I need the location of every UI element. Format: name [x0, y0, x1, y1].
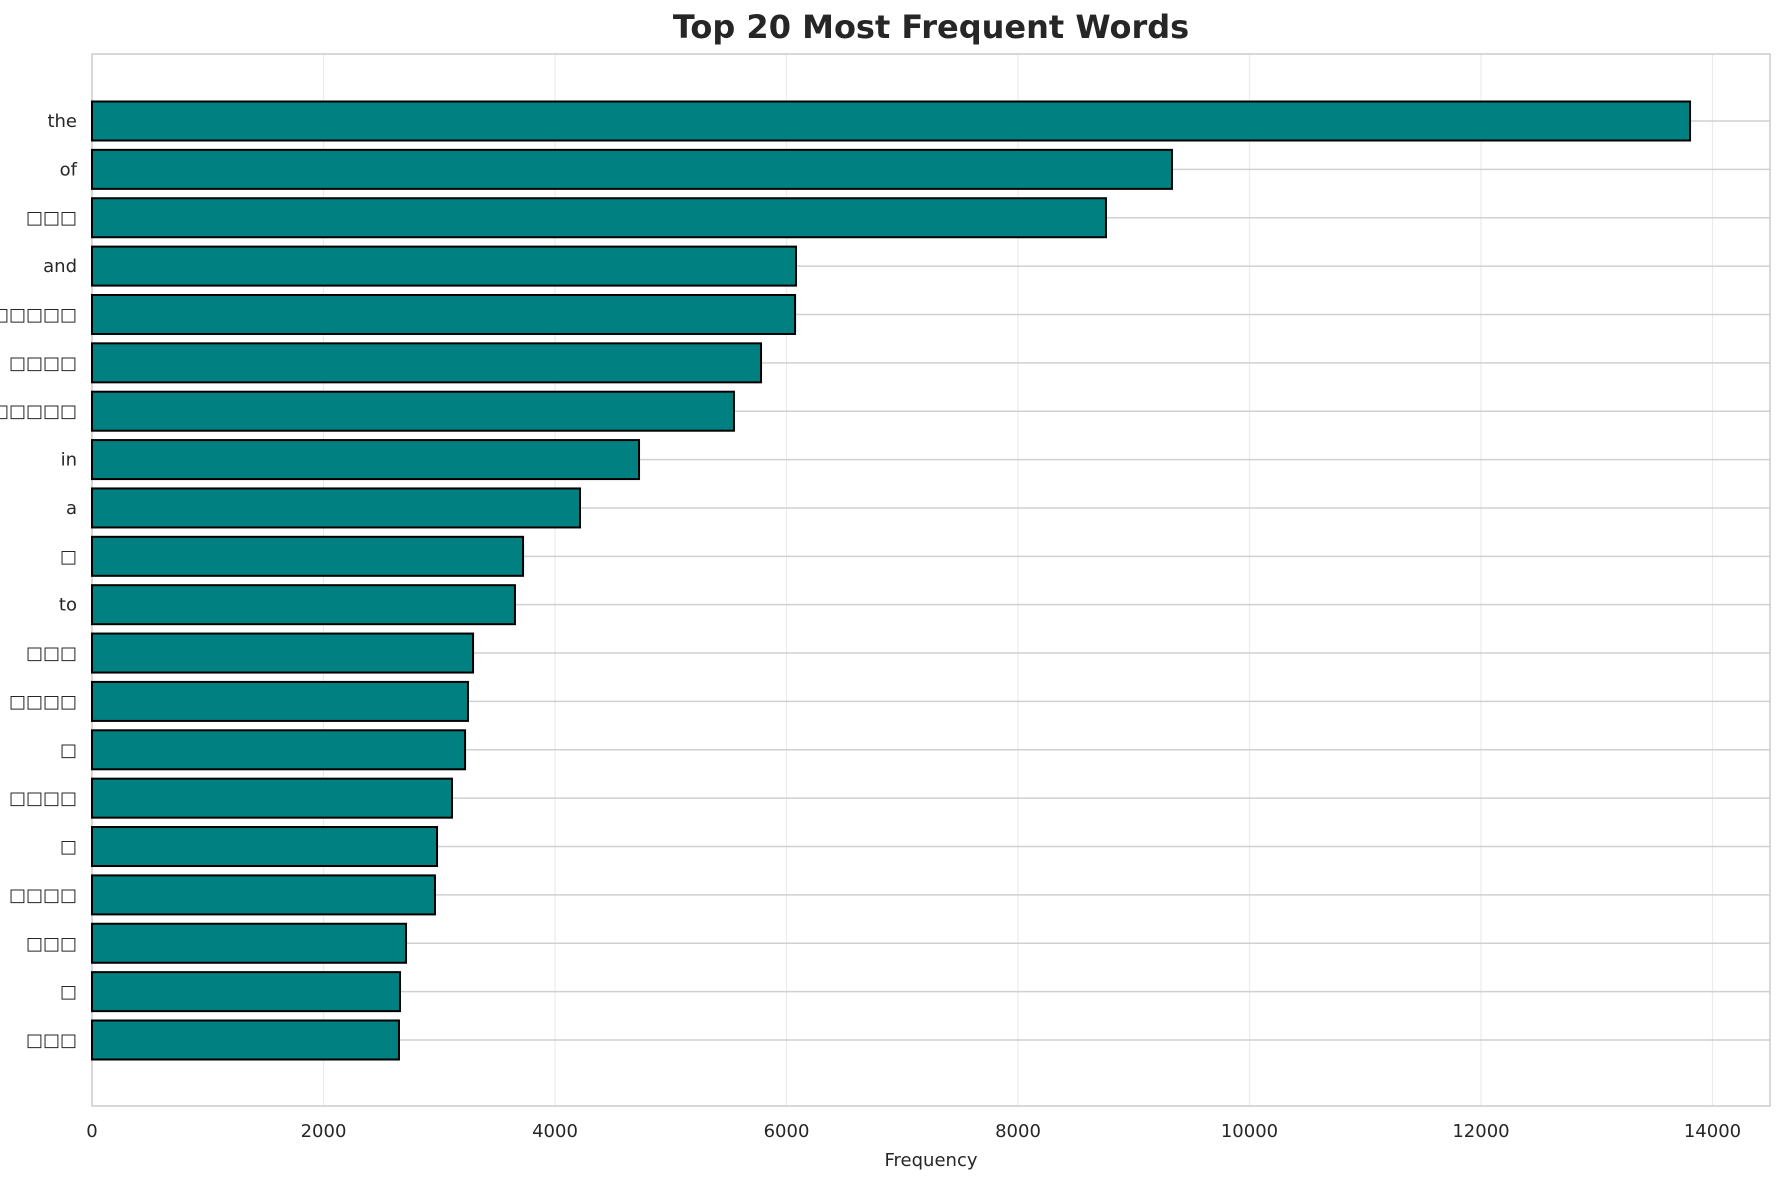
y-tick-label: □□□□: [9, 691, 77, 712]
y-tick-label: □: [60, 982, 77, 1003]
bar: [91, 148, 1173, 190]
bar: [91, 777, 453, 819]
bar: [91, 632, 475, 674]
y-tick-label: the: [47, 111, 77, 132]
bar: [91, 197, 1107, 239]
chart-title: Top 20 Most Frequent Words: [672, 8, 1190, 46]
y-tick-label: □□□: [26, 643, 77, 664]
y-tick-label: □: [60, 740, 77, 761]
x-tick-label: 6000: [764, 1121, 810, 1142]
bar: [91, 680, 469, 722]
y-tick-label: □□□□: [9, 788, 77, 809]
bar: [91, 439, 641, 481]
bar: [91, 826, 439, 868]
y-tick-label: □□□□: [9, 353, 77, 374]
axes-frame: [91, 53, 1771, 1107]
x-tick-label: 12000: [1452, 1121, 1509, 1142]
x-tick-labels: 0 2000 4000 6000 8000 10000 12000 14000: [86, 1121, 1741, 1142]
bar: [91, 535, 525, 577]
bar: [91, 1019, 400, 1061]
bar: [91, 971, 402, 1013]
bar: [91, 390, 735, 432]
y-tick-labels: theof□□□and□□□□□□□□□□□□□□ina□to□□□□□□□□□…: [0, 111, 78, 1051]
x-tick-label: 4000: [532, 1121, 578, 1142]
y-tick-label: □□□□□: [0, 401, 77, 422]
y-tick-label: □□□□: [9, 885, 77, 906]
y-tick-label: in: [61, 450, 77, 471]
bar: [91, 874, 436, 916]
bar: [91, 100, 1692, 142]
y-tick-label: a: [66, 498, 77, 519]
y-tick-label: of: [60, 159, 78, 180]
y-tick-label: □: [60, 546, 77, 567]
bar: [91, 245, 797, 287]
y-tick-label: and: [43, 256, 77, 277]
x-tick-label: 0: [86, 1121, 97, 1142]
bar: [91, 584, 516, 626]
y-tick-label: □□□: [26, 1030, 77, 1051]
x-tick-label: 10000: [1221, 1121, 1278, 1142]
bar: [91, 729, 467, 771]
y-tick-label: □□□: [26, 208, 77, 229]
x-axis-label: Frequency: [885, 1150, 978, 1171]
x-tick-label: 2000: [301, 1121, 347, 1142]
bar: [91, 293, 797, 335]
y-tick-label: □: [60, 837, 77, 858]
x-tick-label: 14000: [1684, 1121, 1741, 1142]
y-tick-label: □□□: [26, 933, 77, 954]
bar: [91, 487, 582, 529]
y-tick-label: to: [59, 595, 77, 616]
x-tick-label: 8000: [995, 1121, 1041, 1142]
bar: [91, 922, 408, 964]
y-tick-label: □□□□□: [0, 304, 77, 325]
bars: [91, 100, 1692, 1061]
bar: [91, 342, 763, 384]
